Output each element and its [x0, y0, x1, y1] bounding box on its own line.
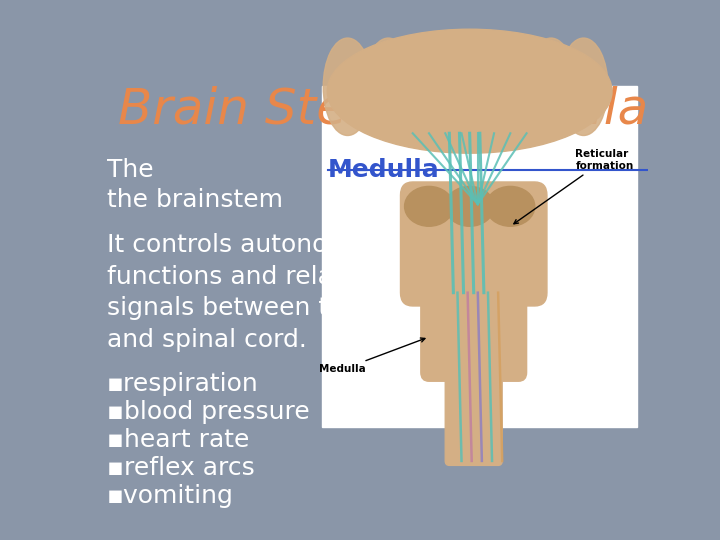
Text: ▪reflex arcs: ▪reflex arcs	[107, 456, 254, 480]
Ellipse shape	[405, 186, 454, 226]
Text: Medulla: Medulla	[319, 338, 425, 374]
Text: It controls autonomic
functions and relays nerve
signals between the brain
and s: It controls autonomic functions and rela…	[107, 233, 440, 352]
Ellipse shape	[405, 38, 454, 136]
FancyBboxPatch shape	[400, 182, 547, 306]
FancyBboxPatch shape	[420, 275, 526, 381]
Text: ▪blood pressure: ▪blood pressure	[107, 400, 310, 424]
Text: Medulla: Medulla	[328, 158, 439, 183]
Text: ▪respiration: ▪respiration	[107, 373, 258, 396]
Text: ▪vomiting: ▪vomiting	[107, 484, 233, 508]
Text: Reticular
formation: Reticular formation	[514, 149, 634, 224]
Ellipse shape	[328, 29, 612, 153]
Ellipse shape	[364, 38, 413, 136]
Ellipse shape	[445, 186, 494, 226]
Ellipse shape	[559, 38, 608, 136]
Text: Brain Stem – Medulla: Brain Stem – Medulla	[118, 85, 648, 133]
Bar	[322, 85, 636, 427]
Text: ▪heart rate: ▪heart rate	[107, 428, 249, 452]
FancyBboxPatch shape	[445, 359, 503, 465]
Text: The: The	[107, 158, 161, 183]
Ellipse shape	[526, 38, 575, 136]
Ellipse shape	[486, 38, 535, 136]
Text: the brainstem: the brainstem	[107, 188, 283, 212]
Ellipse shape	[486, 186, 535, 226]
Ellipse shape	[445, 38, 494, 136]
Ellipse shape	[323, 38, 372, 136]
